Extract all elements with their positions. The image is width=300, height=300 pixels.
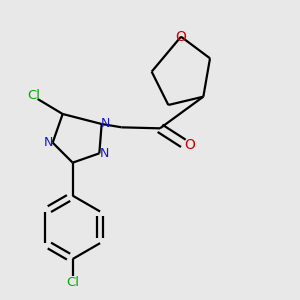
Text: O: O — [184, 138, 195, 152]
Text: O: O — [176, 30, 186, 44]
Text: Cl: Cl — [27, 89, 40, 102]
Text: N: N — [44, 136, 53, 149]
Text: Cl: Cl — [66, 276, 79, 289]
Text: N: N — [100, 147, 109, 160]
Text: N: N — [100, 118, 110, 130]
